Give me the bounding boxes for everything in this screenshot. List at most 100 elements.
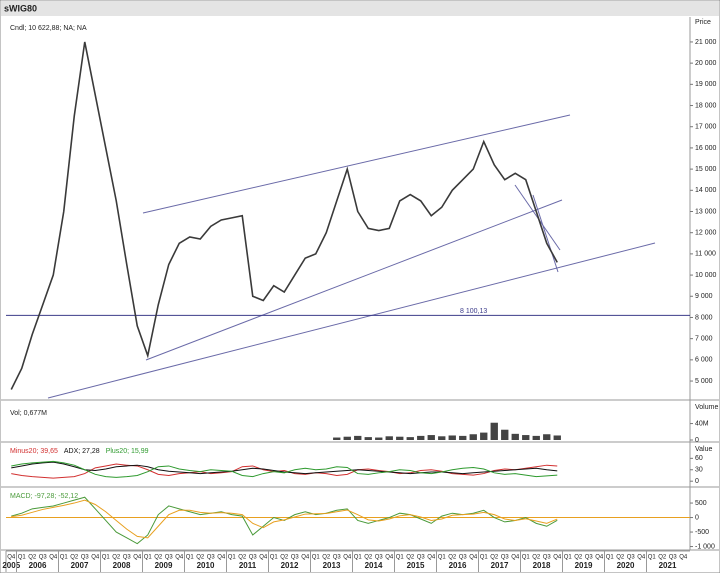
x-tick-label: Q1 bbox=[270, 555, 279, 561]
legend-text: Cndl; 10 622,88; NA; NA bbox=[10, 25, 87, 32]
y-tick-label: 20 000 bbox=[695, 60, 717, 67]
x-tick-label: Q2 bbox=[322, 555, 331, 561]
year-label: 2016 bbox=[449, 561, 467, 570]
chart-title: sWIG80 bbox=[4, 3, 37, 13]
x-tick-label: Q2 bbox=[490, 555, 499, 561]
volume-bar bbox=[490, 422, 498, 440]
y-tick-label: 12 000 bbox=[695, 230, 717, 237]
y-tick-label: 15 000 bbox=[695, 166, 717, 173]
x-tick-label: Q1 bbox=[396, 555, 405, 561]
year-label: 2007 bbox=[71, 561, 89, 570]
year-label: 2020 bbox=[617, 561, 635, 570]
year-label: 2019 bbox=[575, 561, 593, 570]
y-tick-label: 16 000 bbox=[695, 145, 717, 152]
x-tick-label: Q3 bbox=[459, 555, 468, 561]
x-tick-label: Q4 bbox=[91, 555, 100, 561]
x-tick-label: Q2 bbox=[196, 555, 205, 561]
y-tick-label: 18 000 bbox=[695, 102, 717, 109]
x-tick-label: Q4 bbox=[511, 555, 520, 561]
y-tick-label: -500 bbox=[695, 529, 709, 536]
x-tick-label: Q2 bbox=[574, 555, 583, 561]
series-line bbox=[11, 499, 558, 539]
volume-bar bbox=[354, 435, 362, 440]
series-line bbox=[11, 461, 558, 475]
year-label: 2012 bbox=[281, 561, 299, 570]
x-tick-label: Q2 bbox=[280, 555, 289, 561]
volume-bar bbox=[417, 435, 425, 440]
x-tick-label: Q3 bbox=[627, 555, 636, 561]
series-line bbox=[11, 460, 558, 478]
volume-bar bbox=[501, 429, 509, 440]
year-label: 2013 bbox=[323, 561, 341, 570]
x-tick-label: Q4 bbox=[637, 555, 646, 561]
x-tick-label: Q2 bbox=[658, 555, 667, 561]
x-tick-label: Q3 bbox=[375, 555, 384, 561]
x-tick-label: Q3 bbox=[81, 555, 90, 561]
x-tick-label: Q4 bbox=[595, 555, 604, 561]
y-tick-label: 0 bbox=[695, 478, 699, 485]
x-tick-label: Q1 bbox=[480, 555, 489, 561]
x-tick-label: Q4 bbox=[427, 555, 436, 561]
x-tick-label: Q3 bbox=[333, 555, 342, 561]
y-tick-label: -1 000 bbox=[695, 543, 715, 550]
title-bar bbox=[1, 1, 719, 16]
x-tick-label: Q2 bbox=[406, 555, 415, 561]
x-tick-label: Q1 bbox=[564, 555, 573, 561]
y-tick-label: 9 000 bbox=[695, 293, 713, 300]
y-axis-label: Value bbox=[695, 446, 712, 453]
series-line bbox=[11, 463, 558, 479]
y-tick-label: 14 000 bbox=[695, 187, 717, 194]
y-tick-label: 21 000 bbox=[695, 39, 717, 46]
x-tick-label: Q2 bbox=[616, 555, 625, 561]
x-tick-label: Q4 bbox=[469, 555, 478, 561]
x-tick-label: Q4 bbox=[343, 555, 352, 561]
volume-bar bbox=[480, 432, 488, 440]
x-tick-label: Q4 bbox=[7, 555, 16, 561]
year-label: 2021 bbox=[659, 561, 677, 570]
x-tick-label: Q4 bbox=[679, 555, 688, 561]
x-tick-label: Q1 bbox=[186, 555, 195, 561]
year-label: 2006 bbox=[29, 561, 47, 570]
x-tick-label: Q3 bbox=[417, 555, 426, 561]
x-tick-label: Q2 bbox=[112, 555, 121, 561]
volume-bar bbox=[427, 435, 435, 440]
year-label: 2014 bbox=[365, 561, 383, 570]
x-tick-label: Q4 bbox=[175, 555, 184, 561]
x-tick-label: Q4 bbox=[553, 555, 562, 561]
y-tick-label: 11 000 bbox=[695, 251, 716, 258]
volume-bar bbox=[459, 435, 467, 440]
x-tick-label: Q1 bbox=[102, 555, 111, 561]
y-tick-label: 7 000 bbox=[695, 336, 713, 343]
volume-bar bbox=[385, 436, 393, 440]
legend-text: Minus20; 39,65 bbox=[10, 448, 58, 455]
legend-text: Vol; 0,677M bbox=[10, 410, 47, 417]
x-tick-label: Q4 bbox=[217, 555, 226, 561]
volume-bar bbox=[364, 437, 372, 440]
x-tick-label: Q1 bbox=[522, 555, 531, 561]
volume-bar bbox=[522, 435, 530, 440]
x-tick-label: Q3 bbox=[165, 555, 174, 561]
y-tick-label: 19 000 bbox=[695, 81, 717, 88]
x-tick-label: Q4 bbox=[301, 555, 310, 561]
x-tick-label: Q3 bbox=[585, 555, 594, 561]
y-tick-label: 60 bbox=[695, 455, 703, 462]
legend-text: Plus20; 15,99 bbox=[106, 448, 149, 455]
legend-text: ADX; 27,28 bbox=[64, 448, 100, 455]
x-tick-label: Q1 bbox=[354, 555, 363, 561]
x-tick-label: Q1 bbox=[18, 555, 27, 561]
trend-line bbox=[142, 114, 571, 214]
year-label: 2011 bbox=[239, 561, 257, 570]
trend-lines bbox=[47, 114, 656, 399]
volume-bar bbox=[532, 435, 540, 440]
trend-line bbox=[47, 242, 656, 399]
x-tick-label: Q4 bbox=[385, 555, 394, 561]
y-tick-label: 40M bbox=[695, 420, 709, 427]
x-tick-label: Q2 bbox=[448, 555, 457, 561]
y-tick-label: 10 000 bbox=[695, 272, 717, 279]
volume-bar bbox=[333, 437, 341, 440]
volume-bar bbox=[543, 434, 551, 440]
year-label: 2009 bbox=[155, 561, 173, 570]
y-axis-label: Price bbox=[695, 19, 711, 26]
volume-bar bbox=[438, 436, 446, 440]
